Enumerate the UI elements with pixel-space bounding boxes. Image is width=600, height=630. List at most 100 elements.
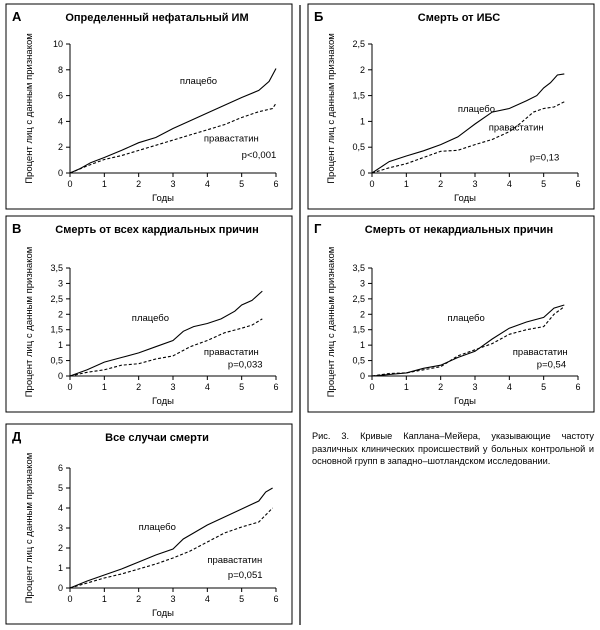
series-line-pravastatin	[371, 306, 565, 377]
x-tick-label: 4	[205, 594, 210, 604]
y-tick-label: 2	[58, 309, 63, 319]
y-tick-label: 0,5	[352, 142, 365, 152]
series-line-pravastatin	[371, 101, 565, 174]
series-label: плацебо	[139, 522, 176, 533]
chart-panel-2: Б Смерть от ИБС 0 1 2 3 4 5 6 0 0,5 1 1,5 2 2,5 Годы Про…	[307, 3, 595, 210]
x-axis-label: Годы	[152, 396, 174, 407]
series-label: плацебо	[132, 313, 169, 324]
x-tick-label: 1	[102, 179, 107, 189]
series-label: плацебо	[458, 104, 495, 115]
y-axis-label: Процент лиц с данным признаком	[24, 33, 35, 184]
chart-panel-4: Г Смерть от некардиальных причин 0 1 2 3 4 5 6 0 0…	[307, 215, 595, 413]
y-tick-label: 0,5	[50, 356, 63, 366]
panel-letter: Д	[12, 429, 22, 444]
y-axis-label: Процент лиц с данным признаком	[24, 453, 35, 604]
x-tick-label: 1	[404, 382, 409, 392]
series-label: плацебо	[180, 76, 217, 87]
y-axis-label: Процент лиц с данным признаком	[24, 247, 35, 398]
y-tick-label: 2	[58, 543, 63, 553]
y-tick-label: 1	[58, 340, 63, 350]
series-label: правастатин	[513, 347, 568, 358]
panel-frame	[307, 3, 595, 210]
x-axis-label: Годы	[454, 193, 476, 204]
series-label: правастатин	[204, 133, 259, 144]
y-tick-label: 6	[58, 463, 63, 473]
y-tick-label: 2,5	[352, 294, 365, 304]
y-tick-label: 1	[360, 116, 365, 126]
y-tick-label: 2	[58, 142, 63, 152]
chart-panel-1: А Определенный нефатальный ИМ 0 1 2 3 4 5 6 0 2 4 6 8…	[5, 3, 293, 210]
chart-panels: А Определенный нефатальный ИМ 0 1 2 3 4 5 6 0 2 4 6 8…	[5, 3, 595, 625]
chart-panel-5: Д Все случаи смерти 0 1 2 3 4 5 6 0 1 2 3 4 5 6 Годы Проц…	[5, 423, 293, 625]
x-tick-label: 3	[170, 179, 175, 189]
y-tick-label: 1,5	[352, 325, 365, 335]
y-tick-label: 3	[58, 278, 63, 288]
series-line-placebo	[69, 290, 263, 377]
panel-frame	[5, 3, 293, 210]
panel-title: Определенный нефатальный ИМ	[65, 12, 248, 24]
y-tick-label: 4	[58, 116, 63, 126]
y-tick-label: 0	[58, 168, 63, 178]
x-axis-label: Годы	[152, 608, 174, 619]
x-tick-label: 5	[541, 179, 546, 189]
x-tick-label: 5	[239, 179, 244, 189]
y-tick-label: 3,5	[50, 263, 63, 273]
x-axis-label: Годы	[152, 193, 174, 204]
y-tick-label: 3	[360, 278, 365, 288]
figure-caption: Рис. 3. Кривые Каплана–Мейера, указывающ…	[312, 431, 594, 466]
x-tick-label: 2	[136, 594, 141, 604]
x-tick-label: 5	[541, 382, 546, 392]
series-label: правастатин	[489, 123, 544, 134]
x-tick-label: 3	[170, 594, 175, 604]
x-axis-label: Годы	[454, 396, 476, 407]
x-tick-label: 6	[575, 382, 580, 392]
y-tick-label: 8	[58, 65, 63, 75]
x-tick-label: 4	[205, 382, 210, 392]
x-tick-label: 1	[102, 594, 107, 604]
x-tick-label: 2	[136, 382, 141, 392]
panel-frame	[307, 215, 595, 413]
series-line-placebo	[371, 304, 565, 377]
y-axis-label: Процент лиц с данным признаком	[326, 33, 337, 184]
y-tick-label: 2	[360, 309, 365, 319]
series-line-pravastatin	[69, 102, 277, 174]
x-tick-label: 0	[67, 382, 72, 392]
y-tick-label: 2	[360, 65, 365, 75]
x-tick-label: 0	[369, 382, 374, 392]
series-line-pravastatin	[69, 507, 273, 589]
panel-letter: Г	[314, 221, 322, 236]
y-tick-label: 1,5	[352, 91, 365, 101]
y-tick-label: 1	[58, 563, 63, 573]
x-tick-label: 5	[239, 382, 244, 392]
series-line-placebo	[371, 73, 565, 174]
y-tick-label: 1	[360, 340, 365, 350]
panel-frame	[5, 423, 293, 625]
y-tick-label: 4	[58, 503, 63, 513]
y-tick-label: 5	[58, 483, 63, 493]
p-value-label: p=0,13	[530, 153, 559, 164]
y-tick-label: 0,5	[352, 356, 365, 366]
panel-letter: А	[12, 9, 22, 24]
x-tick-label: 4	[507, 382, 512, 392]
p-value-label: p<0,001	[242, 150, 277, 161]
p-value-label: p=0,051	[228, 570, 263, 581]
y-tick-label: 3,5	[352, 263, 365, 273]
panel-title: Смерть от некардиальных причин	[365, 224, 553, 236]
y-tick-label: 2,5	[352, 39, 365, 49]
p-value-label: p=0,54	[537, 359, 566, 370]
series-label: правастатин	[204, 347, 259, 358]
y-tick-label: 1,5	[50, 325, 63, 335]
y-tick-label: 3	[58, 523, 63, 533]
x-tick-label: 6	[575, 179, 580, 189]
panel-title: Смерть от всех кардиальных причин	[55, 224, 258, 236]
x-tick-label: 6	[273, 179, 278, 189]
x-tick-label: 4	[507, 179, 512, 189]
panel-title: Смерть от ИБС	[418, 12, 501, 24]
x-tick-label: 6	[273, 594, 278, 604]
y-tick-label: 0	[58, 371, 63, 381]
panel-letter: Б	[314, 9, 323, 24]
x-tick-label: 0	[369, 179, 374, 189]
y-tick-label: 6	[58, 91, 63, 101]
x-tick-label: 0	[67, 179, 72, 189]
x-tick-label: 0	[67, 594, 72, 604]
